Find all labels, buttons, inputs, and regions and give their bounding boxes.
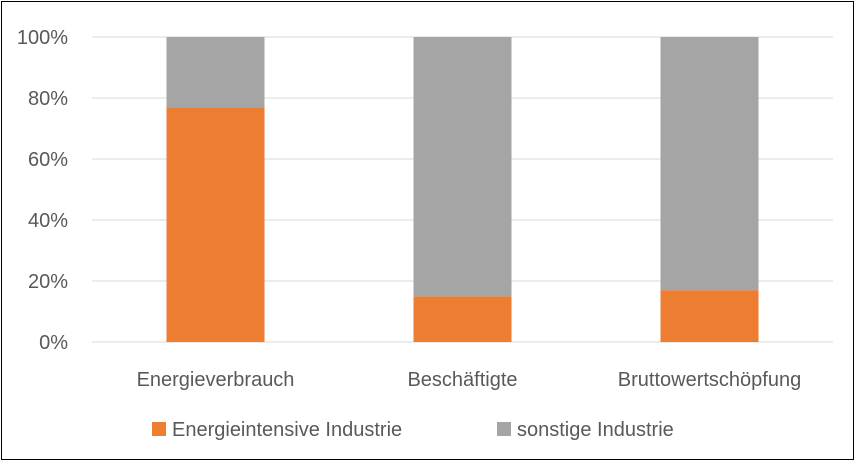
bar-energieintensive-0 — [166, 107, 265, 343]
x-tick-label: Beschäftigte — [407, 369, 517, 391]
x-tick-label: Energieverbrauch — [137, 369, 295, 391]
y-axis-ticks: 0% 20% 40% 60% 80% 100% — [17, 27, 68, 354]
legend-label: Energieintensive Industrie — [172, 419, 402, 441]
legend-swatch — [497, 422, 511, 436]
bar-energieintensive-2 — [660, 290, 759, 342]
y-tick-label: 20% — [28, 271, 68, 293]
y-tick-label: 100% — [17, 27, 68, 49]
bars — [166, 37, 759, 343]
legend-swatch — [152, 422, 166, 436]
bar-sonstige-0 — [166, 37, 265, 108]
y-tick-label: 60% — [28, 149, 68, 171]
x-tick-label: Bruttowertschöpfung — [618, 369, 801, 391]
bar-sonstige-2 — [660, 37, 759, 291]
y-tick-label: 0% — [39, 332, 68, 354]
y-tick-label: 40% — [28, 210, 68, 232]
bar-sonstige-1 — [413, 37, 512, 297]
legend: Energieintensive Industrie sonstige Indus… — [152, 419, 674, 441]
y-tick-label: 80% — [28, 88, 68, 110]
bar-energieintensive-1 — [413, 296, 512, 342]
x-axis-ticks: Energieverbrauch Beschäftigte Bruttowertsc… — [137, 369, 802, 391]
legend-label: sonstige Industrie — [517, 419, 674, 441]
